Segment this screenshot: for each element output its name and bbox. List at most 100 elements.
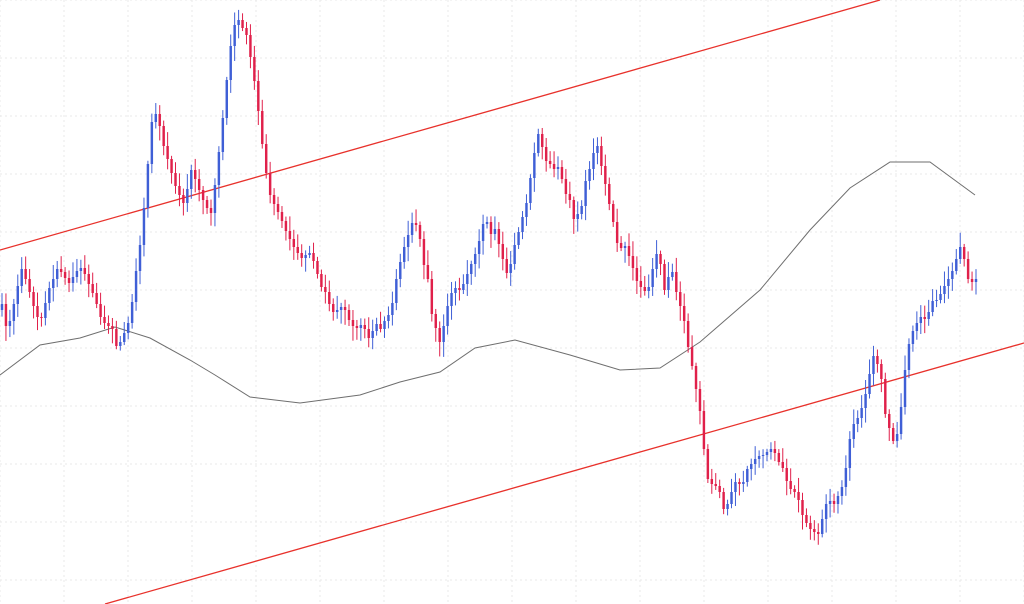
candle-bull (225, 76, 228, 125)
candle-body (548, 161, 552, 164)
candle-bull (596, 137, 599, 165)
candle-body (552, 164, 556, 169)
candle-bull (671, 263, 674, 281)
candle-body (347, 310, 351, 320)
candle-body (529, 178, 532, 203)
candle-body (162, 126, 165, 146)
candle-bear (312, 242, 315, 269)
candle-bull (537, 128, 540, 157)
candle-bull (959, 232, 962, 264)
candle-body (146, 164, 150, 208)
candle-body (757, 456, 761, 459)
candle-bear (367, 317, 370, 348)
candle-body (604, 166, 607, 184)
candle-bull (623, 241, 627, 263)
candle-bear (351, 310, 355, 341)
candle-bull (446, 293, 449, 335)
candle-body (955, 259, 958, 271)
candle-bull (450, 281, 453, 320)
candle-body (335, 310, 339, 312)
candle-bear (738, 478, 741, 496)
candle-body (292, 239, 296, 247)
candle-body (852, 424, 855, 439)
candle-body (497, 229, 501, 244)
candle-bull (71, 262, 75, 292)
candle-bear (434, 308, 437, 342)
candle-bear (347, 304, 351, 326)
candle-body (391, 303, 394, 315)
candle-bear (249, 24, 252, 69)
candle-bear (489, 216, 493, 248)
candle-bear (332, 298, 335, 321)
candle-body (773, 449, 777, 453)
candle-body (943, 286, 946, 294)
moving-average (0, 161, 976, 404)
candle-bear (702, 400, 706, 456)
candle-bull (828, 488, 832, 518)
candle-bear (158, 105, 161, 141)
candle-bear (379, 311, 382, 333)
candles (0, 9, 978, 545)
candle-bull (927, 299, 930, 326)
candle-bear (572, 196, 576, 234)
candle-bull (734, 473, 737, 506)
candle-bear (87, 264, 90, 298)
candle-body (359, 325, 363, 328)
candle-bull (130, 293, 134, 329)
candle-body (537, 134, 540, 153)
candle-body (257, 81, 260, 111)
candle-bear (426, 250, 430, 283)
candle-bear (253, 45, 256, 90)
candle-body (959, 247, 962, 259)
candle-body (714, 484, 717, 486)
candle-bear (801, 492, 804, 530)
candle-bull (237, 9, 240, 39)
candle-bear (209, 199, 213, 226)
candle-body (115, 329, 118, 346)
candle-body (706, 449, 710, 479)
candle-body (923, 317, 926, 319)
candle-body (387, 315, 390, 321)
candle-body (627, 246, 631, 256)
candle-body (99, 304, 102, 317)
candle-bull (48, 281, 51, 311)
candle-bull (399, 253, 402, 288)
candle-bull (308, 245, 311, 259)
candle-bull (304, 250, 307, 272)
candle-bull (12, 298, 16, 335)
candle-body (525, 203, 528, 217)
candle-bear (706, 444, 710, 484)
candle-bull (742, 470, 745, 492)
candle-body (371, 331, 374, 338)
candle-bear (627, 233, 631, 267)
candle-body (284, 221, 288, 231)
candle-body (489, 222, 493, 234)
candle-body (517, 232, 520, 245)
candle-bull (580, 200, 583, 220)
candle-body (596, 146, 599, 153)
candle-bull (939, 285, 942, 304)
candle-bear (320, 269, 323, 292)
candle-body (205, 200, 209, 208)
candle-bull (525, 194, 528, 226)
candle-bull (410, 212, 414, 243)
candle-bear (261, 99, 264, 149)
candle-bear (324, 274, 327, 304)
candle-bull (864, 379, 867, 423)
candle-bull (824, 494, 828, 533)
candle-body (316, 261, 319, 274)
candle-bull (651, 257, 654, 296)
candle-body (438, 328, 441, 342)
candle-bear (32, 286, 35, 319)
candle-bear (67, 270, 71, 293)
candle-body (304, 255, 307, 258)
candle-bull (868, 359, 871, 399)
candle-body (840, 487, 844, 496)
candle-body (970, 279, 974, 282)
candle-body (458, 288, 461, 290)
candle-body (44, 303, 47, 318)
candle-body (493, 229, 497, 234)
candle-body (59, 269, 63, 272)
candle-body (793, 489, 796, 492)
candle-body (466, 274, 469, 284)
